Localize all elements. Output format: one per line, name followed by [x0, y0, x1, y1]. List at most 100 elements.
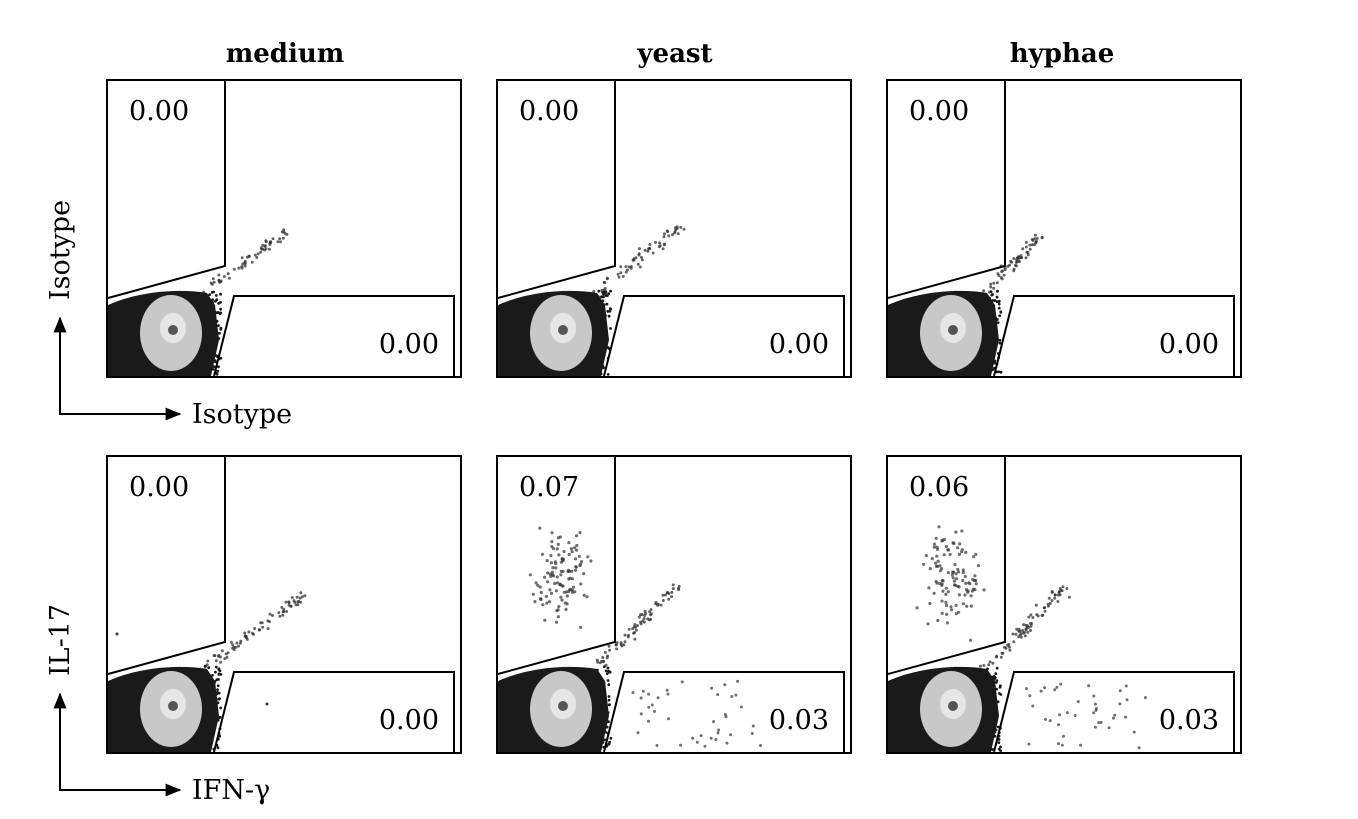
event-dot [662, 243, 666, 247]
event-dot [624, 270, 628, 274]
panel-frame [106, 455, 462, 754]
event-dot [957, 552, 961, 556]
event-dot [255, 256, 259, 259]
event-dot [659, 603, 663, 607]
event-dot [992, 677, 996, 681]
event-dot [941, 589, 945, 593]
event-dot [209, 746, 213, 750]
event-dot [993, 725, 997, 729]
axis-arrows [53, 692, 182, 797]
event-dot [978, 664, 982, 668]
event-dot [608, 703, 611, 706]
event-dot [549, 561, 554, 565]
event-dot [993, 730, 997, 734]
event-dot [944, 586, 948, 590]
event-dot [759, 744, 762, 747]
column-title-medium: medium [226, 39, 345, 69]
event-dot [996, 725, 1000, 729]
event-dot [957, 593, 961, 597]
event-dot [987, 700, 991, 703]
event-dot [1036, 614, 1040, 618]
event-dot [995, 681, 998, 684]
event-dot [605, 672, 609, 675]
event-dot [989, 349, 993, 352]
event-dot [631, 691, 635, 695]
event-dot [1055, 685, 1059, 689]
event-dot [1017, 255, 1021, 259]
event-dot [1007, 645, 1011, 649]
event-dot [1042, 606, 1046, 610]
event-dot [963, 574, 967, 579]
event-dot [989, 282, 993, 286]
event-dot [550, 540, 554, 544]
event-dot [208, 293, 211, 297]
event-dot [1011, 632, 1015, 636]
event-dot [609, 736, 613, 740]
event-dot [600, 335, 604, 339]
event-dot [205, 721, 208, 725]
event-dot [227, 276, 231, 280]
event-dot [621, 275, 625, 278]
event-dot [632, 257, 636, 261]
event-dot [709, 736, 713, 740]
event-dot [216, 369, 220, 373]
event-dot [602, 303, 606, 306]
event-dot [204, 304, 207, 307]
event-dot [1043, 609, 1047, 613]
event-dot [915, 606, 919, 610]
event-dot [203, 691, 207, 695]
event-dot [206, 308, 210, 312]
event-dot [1062, 734, 1065, 738]
event-dot [936, 559, 940, 563]
event-dot [985, 671, 988, 675]
event-dot [988, 660, 992, 664]
event-dot [954, 530, 958, 534]
event-dot [219, 292, 222, 296]
event-dot [269, 240, 273, 244]
gate-lower-right [993, 671, 1235, 753]
axis-indicator-stained: IFN-γ IL-17 [45, 604, 270, 806]
event-dot [999, 749, 1002, 753]
event-dot [1028, 243, 1032, 247]
event-dot [276, 240, 280, 244]
event-dot [989, 290, 993, 294]
event-dot [595, 690, 599, 694]
event-dot [647, 719, 650, 723]
event-dot [1031, 239, 1035, 242]
event-dot [991, 327, 994, 330]
event-dot [601, 355, 605, 358]
event-dot [597, 289, 601, 293]
event-dot [640, 613, 644, 616]
event-dot [540, 552, 545, 556]
event-dot [1060, 743, 1064, 747]
event-dot [578, 531, 582, 535]
event-dot [206, 724, 210, 728]
event-dot [999, 684, 1002, 688]
event-dot [670, 590, 674, 594]
event-dot [550, 570, 554, 574]
event-dot [211, 301, 214, 304]
event-dot [996, 321, 1000, 324]
event-dot [1014, 264, 1018, 268]
event-dot [579, 625, 583, 629]
event-dot [606, 310, 610, 313]
event-dot [564, 590, 569, 594]
event-dot [287, 600, 291, 604]
event-dot [989, 303, 993, 307]
event-dot [990, 730, 993, 734]
event-dot [555, 547, 559, 551]
event-dot [991, 748, 994, 751]
event-dot [220, 649, 224, 653]
event-dot [533, 600, 537, 604]
event-dot [608, 670, 612, 674]
event-dot [278, 614, 282, 618]
event-dot [1029, 613, 1033, 617]
event-dot [240, 265, 244, 269]
event-dot [214, 665, 218, 669]
event-dot [1008, 648, 1012, 652]
event-dot [599, 317, 603, 321]
event-dot [1028, 247, 1032, 251]
event-dot [954, 612, 958, 616]
event-dot [214, 299, 217, 303]
event-dot [232, 267, 236, 271]
